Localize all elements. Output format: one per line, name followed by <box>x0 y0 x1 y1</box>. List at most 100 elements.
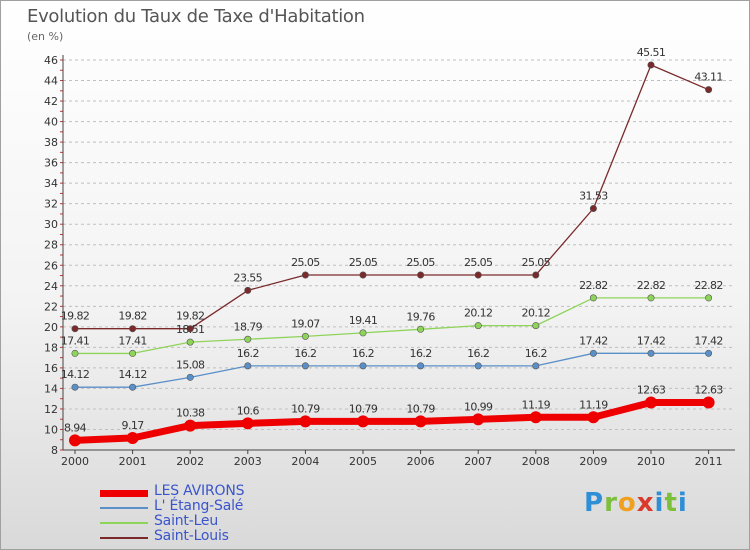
data-point <box>129 349 137 357</box>
series-line <box>75 352 709 388</box>
data-point <box>532 322 540 330</box>
data-point <box>244 362 252 370</box>
data-point <box>702 396 715 409</box>
data-point <box>299 415 312 428</box>
chart-title: Evolution du Taux de Taxe d'Habitation <box>27 6 365 27</box>
data-point <box>705 349 713 357</box>
series-line <box>75 64 709 330</box>
data-label: 31.53 <box>579 190 608 203</box>
x-tick-label: 2000 <box>61 455 89 468</box>
x-tick-label: 2005 <box>349 455 377 468</box>
data-point <box>69 434 81 447</box>
data-label: 16.2 <box>294 347 316 360</box>
y-tick-label: 46 <box>44 54 58 67</box>
data-point <box>126 431 139 444</box>
y-tick-label: 24 <box>44 280 58 293</box>
data-label: 14.12 <box>61 368 90 381</box>
data-label: 10.6 <box>237 404 260 417</box>
data-label: 19.07 <box>291 317 320 330</box>
data-point <box>647 294 655 302</box>
data-label: 10.79 <box>349 402 378 415</box>
data-label: 10.79 <box>406 402 435 415</box>
data-label: 25.05 <box>406 256 435 269</box>
legend-label: Saint-Louis <box>154 528 229 544</box>
legend-item: LES AVIRONS <box>100 483 360 500</box>
y-tick-label: 20 <box>44 321 58 334</box>
data-point <box>71 349 79 357</box>
y-tick-label: 10 <box>44 423 58 436</box>
data-point <box>645 396 657 409</box>
data-label: 19.76 <box>406 310 435 323</box>
data-label: 16.2 <box>525 347 547 360</box>
data-label: 17.41 <box>61 334 90 347</box>
data-point <box>129 325 137 333</box>
data-point <box>589 294 597 302</box>
data-point <box>474 362 482 370</box>
data-label: 16.2 <box>237 347 259 360</box>
x-tick-label: 2004 <box>291 455 319 468</box>
data-label: 12.63 <box>637 383 666 396</box>
y-tick-label: 18 <box>44 341 58 354</box>
y-tick-label: 38 <box>44 136 58 149</box>
y-tick-label: 40 <box>44 116 58 129</box>
y-tick-label: 36 <box>44 157 58 170</box>
data-label: 19.41 <box>349 314 378 327</box>
data-point <box>359 271 367 279</box>
data-point <box>71 325 79 333</box>
data-point <box>589 205 597 213</box>
data-point <box>647 349 655 357</box>
proxiti-logo: Proxiti <box>584 488 688 518</box>
legend-swatch <box>100 537 148 539</box>
legend-label: LES AVIRONS <box>154 483 245 499</box>
y-tick-label: 44 <box>44 75 58 88</box>
data-point <box>241 417 254 430</box>
data-point <box>359 329 367 337</box>
data-point <box>71 383 79 391</box>
x-tick-label: 2008 <box>522 455 550 468</box>
data-point <box>301 332 309 340</box>
series-line <box>74 398 709 444</box>
data-label: 25.05 <box>349 256 378 269</box>
y-tick-label: 16 <box>44 362 58 375</box>
data-point <box>529 411 542 424</box>
data-point <box>301 271 309 279</box>
data-label: 14.12 <box>118 368 147 381</box>
data-point <box>417 325 425 333</box>
x-tick-label: 2009 <box>579 455 607 468</box>
legend-item: Saint-Louis <box>100 528 360 545</box>
data-point <box>705 86 713 94</box>
y-tick-label: 8 <box>51 444 58 457</box>
legend-label: Saint-Leu <box>154 513 219 529</box>
data-label: 12.63 <box>694 383 723 396</box>
data-point <box>474 271 482 279</box>
legend-swatch <box>100 522 148 524</box>
data-point <box>414 415 427 428</box>
data-label: 10.38 <box>176 407 205 420</box>
x-tick-label: 2010 <box>637 455 665 468</box>
data-label: 25.05 <box>522 256 551 269</box>
data-label: 17.41 <box>118 334 147 347</box>
data-label: 18.79 <box>234 320 263 333</box>
y-tick-label: 32 <box>44 198 58 211</box>
data-label: 8.94 <box>64 421 87 434</box>
x-tick-label: 2001 <box>119 455 147 468</box>
data-label: 11.19 <box>522 398 551 411</box>
data-point <box>186 373 194 381</box>
data-point <box>417 362 425 370</box>
data-label: 45.51 <box>637 46 666 59</box>
data-point <box>472 413 485 426</box>
data-label: 19.82 <box>61 310 90 323</box>
chart-legend: LES AVIRONS L' Étang-Salé Saint-Leu Saint-L… <box>100 483 360 545</box>
data-point <box>589 349 597 357</box>
data-label: 20.12 <box>464 307 493 320</box>
y-tick-label: 22 <box>44 300 58 313</box>
data-point <box>186 325 194 333</box>
legend-swatch <box>100 490 148 497</box>
data-label: 16.2 <box>410 347 432 360</box>
data-label: 17.42 <box>637 334 666 347</box>
data-label: 25.05 <box>464 256 493 269</box>
x-tick-label: 2011 <box>695 455 723 468</box>
data-label: 18.51 <box>176 323 205 336</box>
data-point <box>587 411 600 424</box>
